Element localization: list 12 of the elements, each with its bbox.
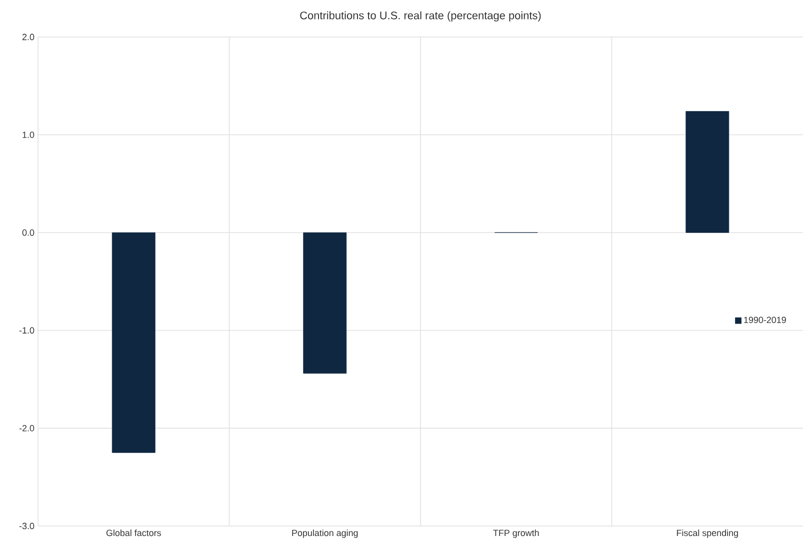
x-tick-label: Population aging (292, 530, 358, 538)
y-tick-label: -1.0 (19, 327, 34, 334)
chart-title: Contributions to U.S. real rate (percentage points) (300, 11, 541, 22)
y-tick-label: 0.0 (22, 229, 34, 236)
x-tick-label: Global factors (106, 530, 161, 536)
y-tick-label: -2.0 (19, 425, 34, 432)
x-tick-label: TFP growth (493, 530, 539, 538)
y-tick-label: -3.0 (19, 522, 34, 530)
y-tick-label: 1.0 (22, 132, 34, 138)
y-tick-label: 2.0 (22, 34, 34, 40)
legend-label: 1990-2019 (744, 316, 786, 324)
x-tick-label: Fiscal spending (676, 530, 738, 538)
